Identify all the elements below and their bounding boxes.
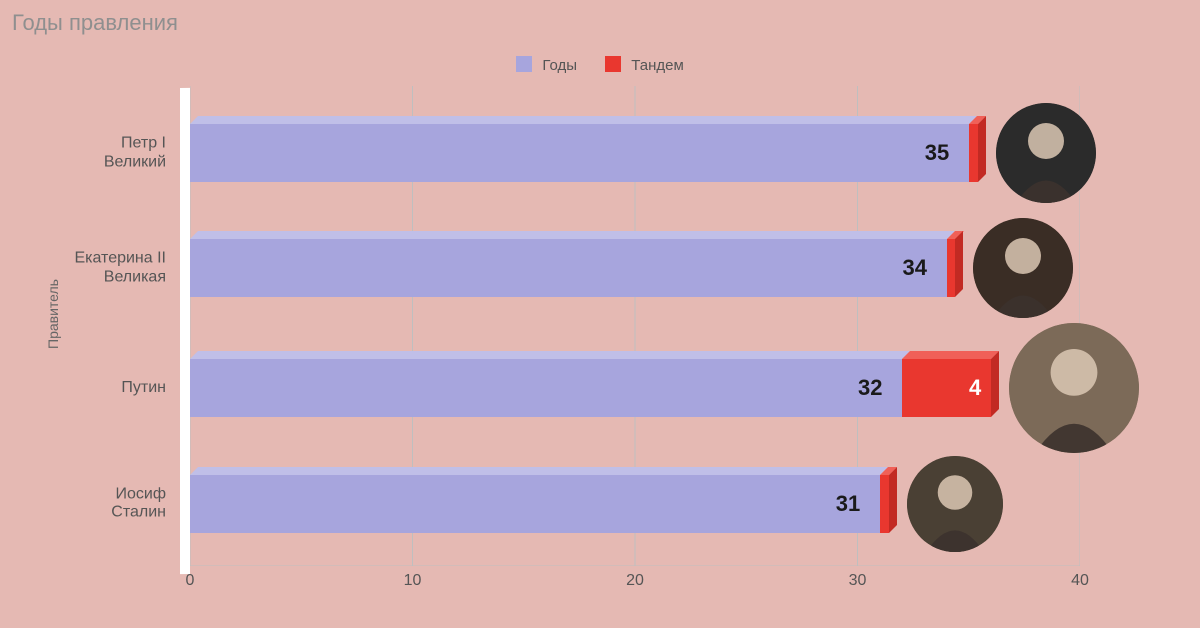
legend-item-tandem: Тандем — [605, 56, 684, 74]
bar-side — [991, 351, 999, 417]
legend-swatch-tandem — [605, 56, 621, 72]
bar-top-years — [190, 116, 977, 124]
x-tick-label: 30 — [849, 572, 867, 590]
portrait-putin — [1009, 323, 1139, 453]
bar-front-tandem — [880, 475, 889, 533]
bar-row: 35 — [190, 114, 1080, 192]
legend-item-years: Годы — [516, 56, 577, 74]
portrait-placeholder-icon — [1009, 323, 1139, 453]
portrait-placeholder-icon — [907, 456, 1003, 552]
legend: Годы Тандем — [0, 56, 1200, 74]
bar-top-tandem — [902, 351, 999, 359]
x-tick-label: 20 — [626, 572, 644, 590]
axis-3d-wedge — [180, 78, 190, 584]
bar-side — [955, 231, 963, 297]
y-category-label: Екатерина II Великая — [74, 250, 166, 287]
bar-value-years: 31 — [836, 491, 860, 517]
portrait-stalin — [907, 456, 1003, 552]
x-tick-label: 10 — [404, 572, 422, 590]
bar-top-years — [190, 231, 955, 239]
bar-side — [889, 467, 897, 533]
bar-front-years — [190, 359, 902, 417]
legend-label-tandem: Тандем — [631, 57, 684, 74]
bar-front-years — [190, 475, 880, 533]
bar-value-years: 34 — [903, 255, 927, 281]
bar-value-years: 35 — [925, 140, 949, 166]
bar-front-years — [190, 239, 947, 297]
bar-row: 34 — [190, 229, 1080, 307]
portrait-placeholder-icon — [996, 103, 1096, 203]
bar-front-years — [190, 124, 969, 182]
portrait-peter-the-great — [996, 103, 1096, 203]
bar-side — [978, 116, 986, 182]
bar-top-years — [190, 351, 910, 359]
bar-value-tandem: 4 — [969, 375, 981, 401]
legend-label-years: Годы — [542, 57, 577, 74]
y-category-label: Путин — [121, 379, 166, 397]
legend-swatch-years — [516, 56, 532, 72]
bar-front-tandem — [969, 124, 978, 182]
bar-top-years — [190, 467, 888, 475]
chart-title: Годы правления — [12, 10, 178, 36]
y-category-label: Иосиф Сталин — [111, 485, 166, 522]
bar-row: 32 4 — [190, 349, 1080, 427]
x-tick-label: 0 — [186, 572, 195, 590]
bar-value-years: 32 — [858, 375, 882, 401]
y-axis-labels: Петр I Великий Екатерина II Великая Путин И… — [0, 86, 180, 566]
x-axis-labels: 010203040 — [190, 572, 1080, 602]
x-tick-label: 40 — [1071, 572, 1089, 590]
y-category-label: Петр I Великий — [104, 135, 166, 172]
